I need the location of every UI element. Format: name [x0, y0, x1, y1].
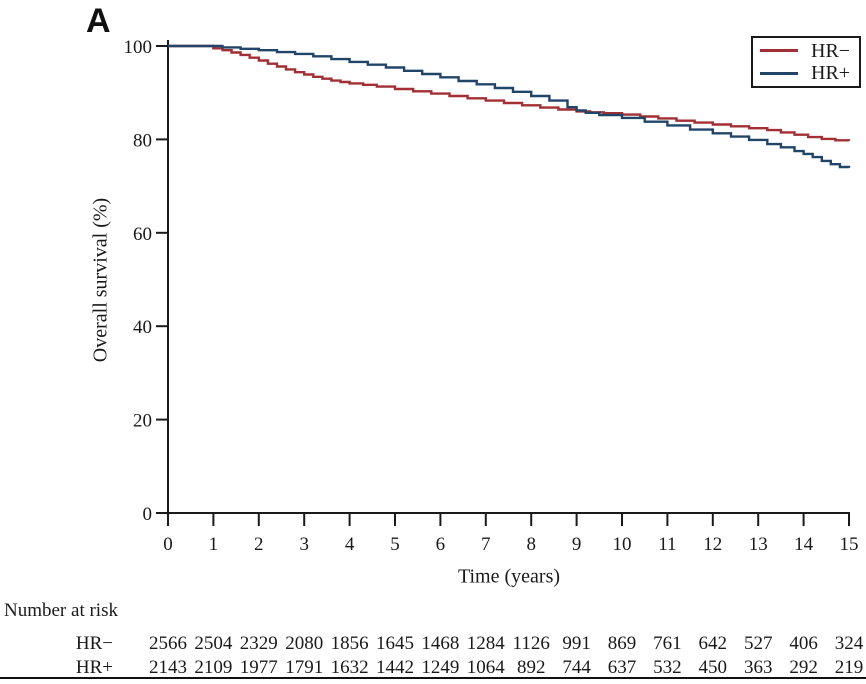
svg-text:0: 0 — [143, 504, 153, 525]
risk-count: 1468 — [421, 633, 460, 654]
risk-count: 869 — [607, 633, 637, 654]
risk-count: 1791 — [285, 657, 324, 678]
risk-count: 1977 — [239, 657, 278, 678]
risk-count: 2329 — [239, 633, 278, 654]
risk-count: 363 — [743, 657, 773, 678]
table-bottom-rule — [0, 677, 866, 679]
risk-count: 2504 — [194, 633, 233, 654]
svg-text:5: 5 — [390, 534, 400, 555]
risk-row-hr-pos: HR+ 2143 2109 1977 1791 1632 1442 1249 1064 892 7… — [0, 657, 866, 681]
risk-count: 1126 — [512, 633, 550, 654]
hr-neg-line-swatch — [760, 49, 798, 53]
risk-count: 1284 — [466, 633, 505, 654]
risk-count: 1249 — [421, 657, 460, 678]
svg-text:15: 15 — [840, 534, 859, 555]
risk-count: 991 — [562, 633, 591, 654]
svg-text:100: 100 — [124, 37, 153, 58]
svg-text:20: 20 — [133, 411, 152, 432]
legend-label-hr-pos: HR+ — [811, 62, 851, 85]
svg-text:13: 13 — [749, 534, 768, 555]
legend: HR− HR+ — [751, 36, 861, 88]
risk-count: 637 — [607, 657, 637, 678]
survival-curves — [168, 44, 851, 169]
risk-count: 1632 — [330, 657, 369, 678]
risk-count: 219 — [834, 657, 864, 678]
risk-row-label-hr-neg: HR− — [75, 633, 113, 654]
svg-text:1: 1 — [209, 534, 219, 555]
risk-count: 1064 — [466, 657, 505, 678]
svg-text:14: 14 — [794, 534, 814, 555]
svg-text:4: 4 — [345, 534, 355, 555]
svg-text:2: 2 — [254, 534, 264, 555]
svg-text:8: 8 — [526, 534, 536, 555]
risk-count: 527 — [743, 633, 773, 654]
risk-count: 324 — [834, 633, 864, 654]
risk-count: 2566 — [149, 633, 187, 654]
risk-count: 292 — [789, 657, 818, 678]
svg-text:80: 80 — [133, 130, 152, 151]
svg-text:9: 9 — [572, 534, 582, 555]
risk-row-label-hr-pos: HR+ — [75, 657, 113, 678]
number-at-risk-title: Number at risk — [4, 600, 118, 621]
panel-label: A — [86, 2, 111, 40]
svg-text:12: 12 — [703, 534, 722, 555]
risk-count: 761 — [653, 633, 682, 654]
svg-text:11: 11 — [658, 534, 676, 555]
risk-count: 1645 — [376, 633, 414, 654]
x-axis-title: Time (years) — [457, 565, 561, 588]
risk-count: 744 — [562, 657, 591, 678]
risk-count: 1856 — [330, 633, 369, 654]
svg-text:60: 60 — [133, 224, 152, 245]
risk-count: 642 — [698, 633, 728, 654]
risk-count: 532 — [653, 657, 682, 678]
legend-label-hr-neg: HR− — [811, 39, 851, 62]
legend-item-hr-pos: HR+ — [753, 63, 859, 83]
risk-count: 2109 — [194, 657, 233, 678]
risk-count: 1442 — [376, 657, 414, 678]
y-axis-title: Overall survival (%) — [89, 197, 112, 363]
svg-text:0: 0 — [163, 534, 173, 555]
risk-count: 2143 — [149, 657, 187, 678]
svg-text:10: 10 — [613, 534, 632, 555]
hr-pos-line-swatch — [760, 71, 798, 75]
risk-count: 450 — [698, 657, 728, 678]
risk-count: 2080 — [285, 633, 324, 654]
svg-text:40: 40 — [133, 317, 152, 338]
svg-text:6: 6 — [436, 534, 446, 555]
risk-row-hr-neg: HR− 2566 2504 2329 2080 1856 1645 1468 1284 1126… — [0, 633, 866, 657]
risk-count: 892 — [516, 657, 546, 678]
risk-count: 406 — [789, 633, 818, 654]
legend-item-hr-neg: HR− — [753, 41, 859, 61]
svg-text:7: 7 — [481, 534, 491, 555]
svg-text:3: 3 — [299, 534, 309, 555]
